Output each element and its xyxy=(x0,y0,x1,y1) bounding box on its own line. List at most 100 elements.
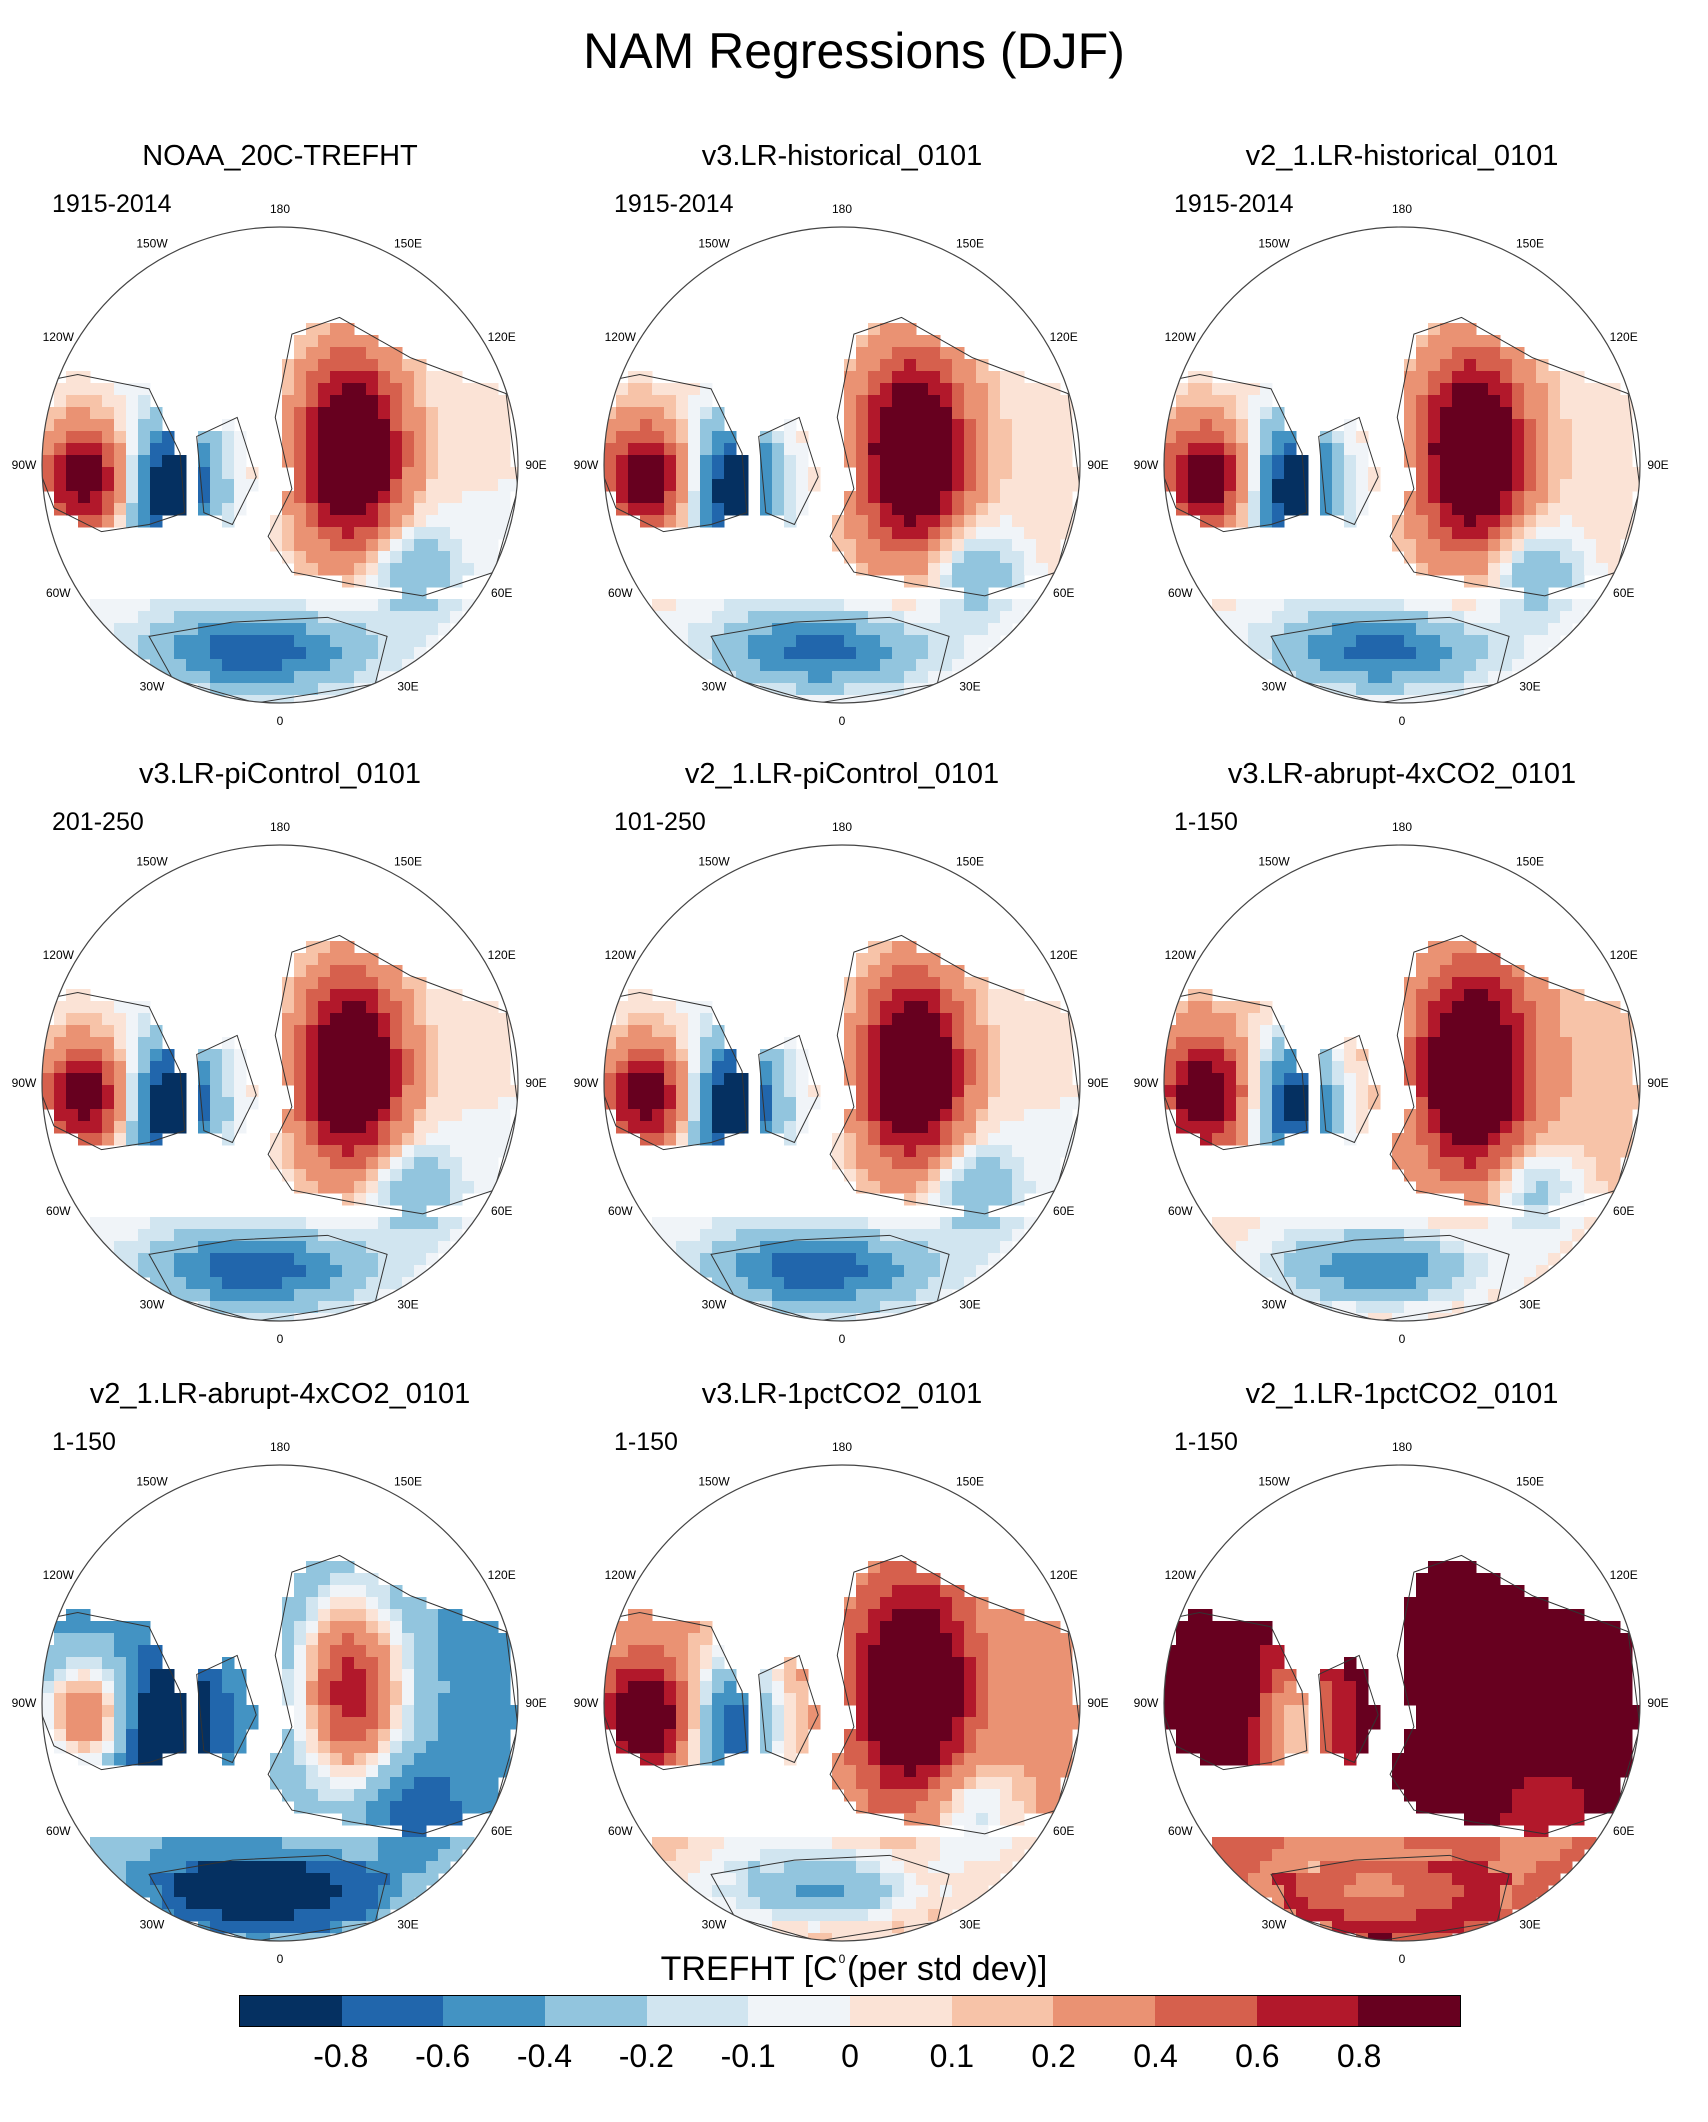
field-cell xyxy=(318,1597,331,1610)
field-cell xyxy=(940,563,953,576)
field-cell xyxy=(916,1277,929,1290)
field-cell xyxy=(354,1193,367,1206)
field-cell xyxy=(222,1681,235,1694)
field-cell xyxy=(964,623,977,636)
field-cell xyxy=(904,1157,917,1170)
field-cell xyxy=(138,611,151,624)
field-cell xyxy=(1332,1049,1345,1062)
field-cell xyxy=(366,1073,379,1086)
field-cell xyxy=(318,383,331,396)
field-cell xyxy=(1012,1157,1025,1170)
field-cell xyxy=(1476,965,1489,978)
field-cell xyxy=(1048,1049,1061,1062)
field-cell xyxy=(748,1217,761,1230)
field-cell xyxy=(1000,371,1013,384)
field-cell xyxy=(486,1645,499,1658)
field-cell xyxy=(1024,467,1037,480)
field-cell xyxy=(928,527,941,540)
field-cell xyxy=(688,599,701,612)
field-cell xyxy=(652,383,665,396)
field-cell xyxy=(90,431,103,444)
field-cell xyxy=(1608,1169,1621,1182)
field-cell xyxy=(282,1693,295,1706)
field-cell xyxy=(964,1109,977,1122)
field-cell xyxy=(880,941,893,954)
field-cell xyxy=(366,1133,379,1146)
field-cell xyxy=(1392,683,1405,696)
field-cell xyxy=(892,1133,905,1146)
field-cell xyxy=(438,1169,451,1182)
field-cell xyxy=(928,671,941,684)
field-cell xyxy=(604,431,617,444)
field-cell xyxy=(964,1217,977,1230)
field-cell xyxy=(1024,1013,1037,1026)
field-cell xyxy=(354,599,367,612)
field-cell xyxy=(676,431,689,444)
field-cell xyxy=(1452,467,1465,480)
field-cell xyxy=(1284,1229,1297,1242)
field-cell xyxy=(330,1741,343,1754)
field-cell xyxy=(126,1037,139,1050)
field-cell xyxy=(844,611,857,624)
field-cell xyxy=(1404,419,1417,432)
field-cell xyxy=(844,539,857,552)
field-cell xyxy=(330,611,343,624)
field-cell xyxy=(640,1109,653,1122)
field-cell xyxy=(126,419,139,432)
field-cell xyxy=(330,1705,343,1718)
field-cell xyxy=(198,659,211,672)
field-cell xyxy=(1428,647,1441,660)
field-cell xyxy=(1512,659,1525,672)
field-cell xyxy=(676,515,689,528)
field-cell xyxy=(1476,563,1489,576)
field-cell xyxy=(234,1717,247,1730)
field-cell xyxy=(318,1561,331,1574)
field-cell xyxy=(426,551,439,564)
field-cell xyxy=(1428,1073,1441,1086)
field-cell xyxy=(628,407,641,420)
field-cell xyxy=(796,611,809,624)
field-cell xyxy=(390,1229,403,1242)
field-cell xyxy=(330,1585,343,1598)
field-cell xyxy=(1416,1265,1429,1278)
field-cell xyxy=(1200,1085,1213,1098)
field-cell xyxy=(426,1097,439,1110)
field-cell xyxy=(916,467,929,480)
field-cell xyxy=(282,1025,295,1038)
field-cell xyxy=(330,1277,343,1290)
field-cell xyxy=(1000,551,1013,564)
field-cell xyxy=(1500,491,1513,504)
field-cell xyxy=(1024,539,1037,552)
field-cell xyxy=(1332,1121,1345,1134)
field-cell xyxy=(1476,1289,1489,1302)
field-cell xyxy=(1284,1073,1297,1086)
field-cell xyxy=(1416,443,1429,456)
field-cell xyxy=(1428,1169,1441,1182)
field-cell xyxy=(54,1717,67,1730)
field-cell xyxy=(54,1729,67,1742)
field-cell xyxy=(1260,1265,1273,1278)
field-cell xyxy=(366,953,379,966)
field-cell xyxy=(222,1717,235,1730)
field-cell xyxy=(1548,1217,1561,1230)
field-cell xyxy=(498,467,511,480)
field-cell xyxy=(916,1025,929,1038)
field-cell xyxy=(1620,1025,1633,1038)
field-cell xyxy=(1164,479,1177,492)
field-cell xyxy=(904,323,917,336)
field-cell xyxy=(724,647,737,660)
field-cell xyxy=(1584,563,1597,576)
field-cell xyxy=(150,1085,163,1098)
field-cell xyxy=(928,335,941,348)
field-cell xyxy=(676,623,689,636)
field-cell xyxy=(1036,539,1049,552)
field-cell xyxy=(1512,383,1525,396)
field-cell xyxy=(1596,383,1609,396)
field-cell xyxy=(1024,1001,1037,1014)
field-cell xyxy=(342,989,355,1002)
field-cell xyxy=(330,563,343,576)
field-cell xyxy=(964,371,977,384)
field-cell xyxy=(1224,1229,1237,1242)
field-cell xyxy=(54,1037,67,1050)
field-cell xyxy=(282,1741,295,1754)
